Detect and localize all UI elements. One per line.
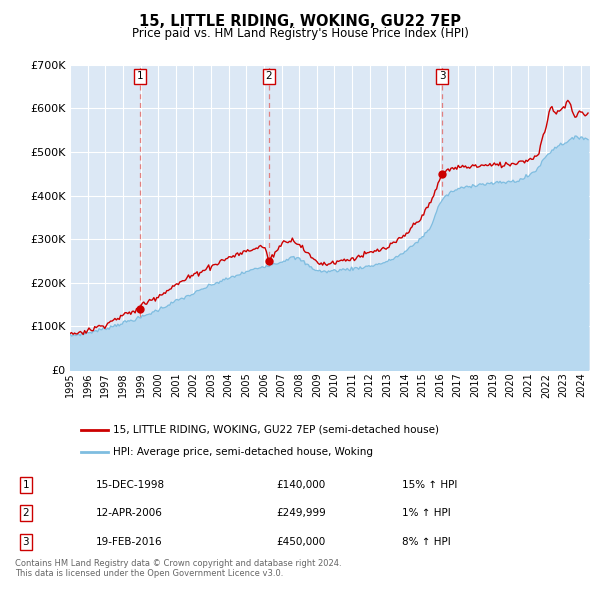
Text: £249,999: £249,999 [276,509,326,518]
Text: Price paid vs. HM Land Registry's House Price Index (HPI): Price paid vs. HM Land Registry's House … [131,27,469,40]
Text: 15, LITTLE RIDING, WOKING, GU22 7EP (semi-detached house): 15, LITTLE RIDING, WOKING, GU22 7EP (sem… [113,425,439,435]
Text: £140,000: £140,000 [276,480,325,490]
Text: 2: 2 [266,71,272,81]
Text: 2: 2 [22,509,29,518]
Text: 1: 1 [137,71,143,81]
Text: HPI: Average price, semi-detached house, Woking: HPI: Average price, semi-detached house,… [113,447,373,457]
Text: 19-FEB-2016: 19-FEB-2016 [96,537,163,546]
Text: 1% ↑ HPI: 1% ↑ HPI [402,509,451,518]
Text: 15-DEC-1998: 15-DEC-1998 [96,480,165,490]
Text: 15, LITTLE RIDING, WOKING, GU22 7EP: 15, LITTLE RIDING, WOKING, GU22 7EP [139,14,461,29]
Text: 15% ↑ HPI: 15% ↑ HPI [402,480,457,490]
Text: 8% ↑ HPI: 8% ↑ HPI [402,537,451,546]
Text: Contains HM Land Registry data © Crown copyright and database right 2024.
This d: Contains HM Land Registry data © Crown c… [15,559,341,578]
Text: 3: 3 [439,71,446,81]
Text: 12-APR-2006: 12-APR-2006 [96,509,163,518]
Text: 3: 3 [22,537,29,546]
Text: 1: 1 [22,480,29,490]
Text: £450,000: £450,000 [276,537,325,546]
